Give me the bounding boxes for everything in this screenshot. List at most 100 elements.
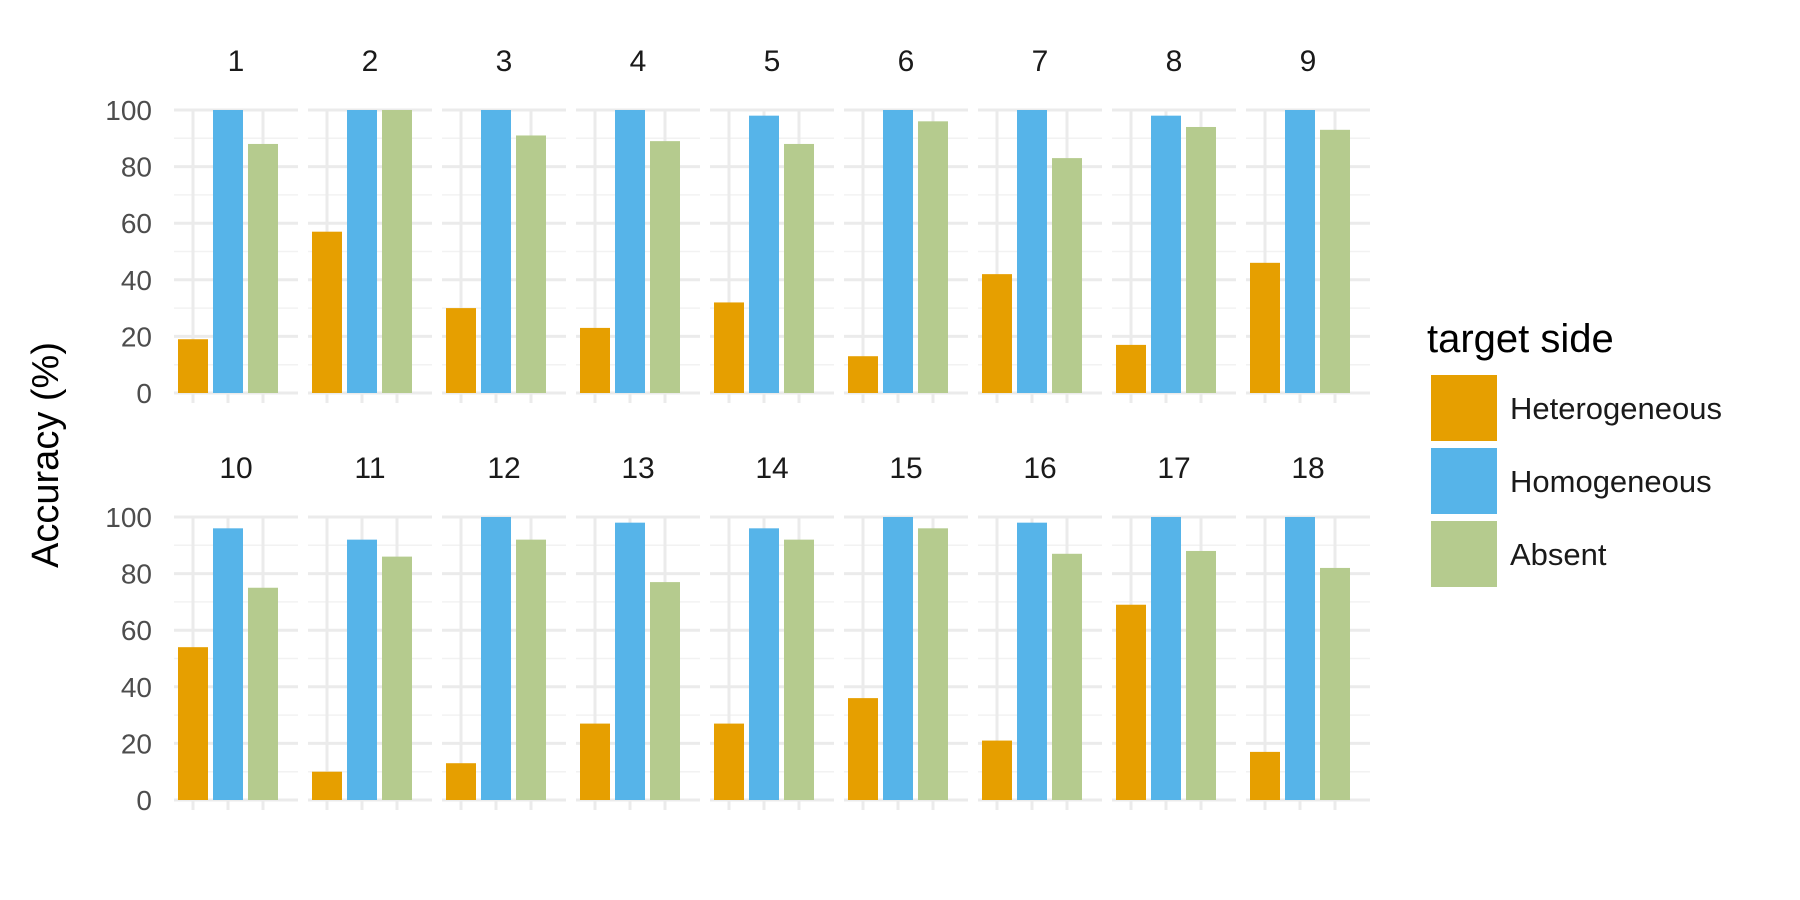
legend-key-absent [1431, 521, 1497, 587]
bar-homogeneous [1285, 110, 1315, 393]
panel-14: 14 [710, 452, 834, 810]
y-tick-label: 80 [121, 152, 152, 183]
bar-homogeneous [615, 522, 645, 800]
bar-absent [382, 556, 412, 800]
bar-homogeneous [213, 528, 243, 800]
bar-homogeneous [1017, 110, 1047, 393]
y-axis-label: Accuracy (%) [25, 342, 67, 568]
panel-label: 9 [1300, 45, 1317, 78]
bar-absent [650, 582, 680, 800]
bar-absent [1052, 553, 1082, 800]
panel-6: 6 [844, 45, 968, 403]
bar-homogeneous [1151, 115, 1181, 393]
bar-heterogeneous [178, 647, 208, 800]
y-tick-label: 40 [121, 265, 152, 296]
legend: target side Heterogeneous Homogeneous Abse… [1427, 317, 1722, 587]
panel-12: 12 [442, 452, 566, 810]
bar-absent [918, 121, 948, 393]
panel-label: 6 [898, 45, 915, 78]
panel-2: 2 [308, 45, 432, 403]
bar-absent [516, 539, 546, 800]
bar-absent [918, 528, 948, 800]
panel-label: 8 [1166, 45, 1183, 78]
bar-absent [516, 135, 546, 393]
bar-heterogeneous [1116, 344, 1146, 393]
panel-label: 15 [889, 452, 922, 485]
legend-title: target side [1427, 317, 1614, 361]
y-tick-label: 0 [136, 785, 152, 816]
bar-absent [1320, 129, 1350, 393]
bar-absent [650, 141, 680, 393]
panel-4: 4 [576, 45, 700, 403]
y-tick-label: 20 [121, 321, 152, 352]
bar-heterogeneous [1116, 604, 1146, 800]
panel-label: 11 [354, 452, 385, 485]
bar-absent [1052, 158, 1082, 393]
bar-heterogeneous [848, 356, 878, 393]
panel-9: 9 [1246, 45, 1370, 403]
bar-heterogeneous [446, 308, 476, 393]
panel-label: 12 [487, 452, 520, 485]
bar-absent [248, 587, 278, 800]
bar-homogeneous [213, 110, 243, 393]
panel-label: 13 [621, 452, 654, 485]
panel-label: 17 [1157, 452, 1190, 485]
panel-label: 2 [362, 45, 379, 78]
panel-label: 10 [219, 452, 252, 485]
bar-heterogeneous [446, 763, 476, 800]
y-tick-label: 40 [121, 672, 152, 703]
panel-label: 1 [228, 45, 245, 78]
bar-homogeneous [1151, 517, 1181, 800]
bar-heterogeneous [580, 327, 610, 393]
bar-absent [784, 143, 814, 393]
bar-heterogeneous [178, 339, 208, 393]
y-tick-label: 20 [121, 728, 152, 759]
bar-homogeneous [347, 110, 377, 393]
bar-heterogeneous [1250, 262, 1280, 393]
legend-key-heterogeneous [1431, 375, 1497, 441]
panel-18: 18 [1246, 452, 1370, 810]
panel-1: 1 0 20 40 60 80 100 [105, 45, 298, 409]
bar-homogeneous [481, 517, 511, 800]
bar-absent [248, 143, 278, 393]
bar-heterogeneous [714, 723, 744, 800]
bar-homogeneous [749, 528, 779, 800]
legend-key-homogeneous [1431, 448, 1497, 514]
bar-heterogeneous [312, 231, 342, 393]
panel-16: 16 [978, 452, 1102, 810]
y-tick-label: 60 [121, 615, 152, 646]
bar-absent [1186, 550, 1216, 800]
bar-heterogeneous [982, 274, 1012, 393]
y-tick-label: 60 [121, 208, 152, 239]
panel-label: 14 [755, 452, 788, 485]
bar-homogeneous [615, 110, 645, 393]
panel-7: 7 [978, 45, 1102, 403]
bar-absent [1320, 567, 1350, 800]
y-tick-label: 0 [136, 378, 152, 409]
legend-label: Homogeneous [1510, 464, 1712, 499]
panel-13: 13 [576, 452, 700, 810]
panel-label: 5 [764, 45, 781, 78]
bar-homogeneous [883, 110, 913, 393]
panel-label: 3 [496, 45, 513, 78]
panel-label: 4 [630, 45, 647, 78]
y-tick-label: 100 [105, 502, 152, 533]
panel-11: 11 [308, 452, 432, 810]
bar-homogeneous [749, 115, 779, 393]
panel-8: 8 [1112, 45, 1236, 403]
bar-heterogeneous [714, 302, 744, 393]
panel-label: 7 [1032, 45, 1049, 78]
bar-absent [784, 539, 814, 800]
bar-heterogeneous [982, 740, 1012, 800]
bar-homogeneous [481, 110, 511, 393]
panel-label: 18 [1291, 452, 1324, 485]
y-tick-label: 100 [105, 95, 152, 126]
bar-heterogeneous [312, 771, 342, 800]
legend-label: Heterogeneous [1510, 391, 1722, 426]
y-tick-label: 80 [121, 559, 152, 590]
bar-homogeneous [883, 517, 913, 800]
bar-homogeneous [347, 539, 377, 800]
